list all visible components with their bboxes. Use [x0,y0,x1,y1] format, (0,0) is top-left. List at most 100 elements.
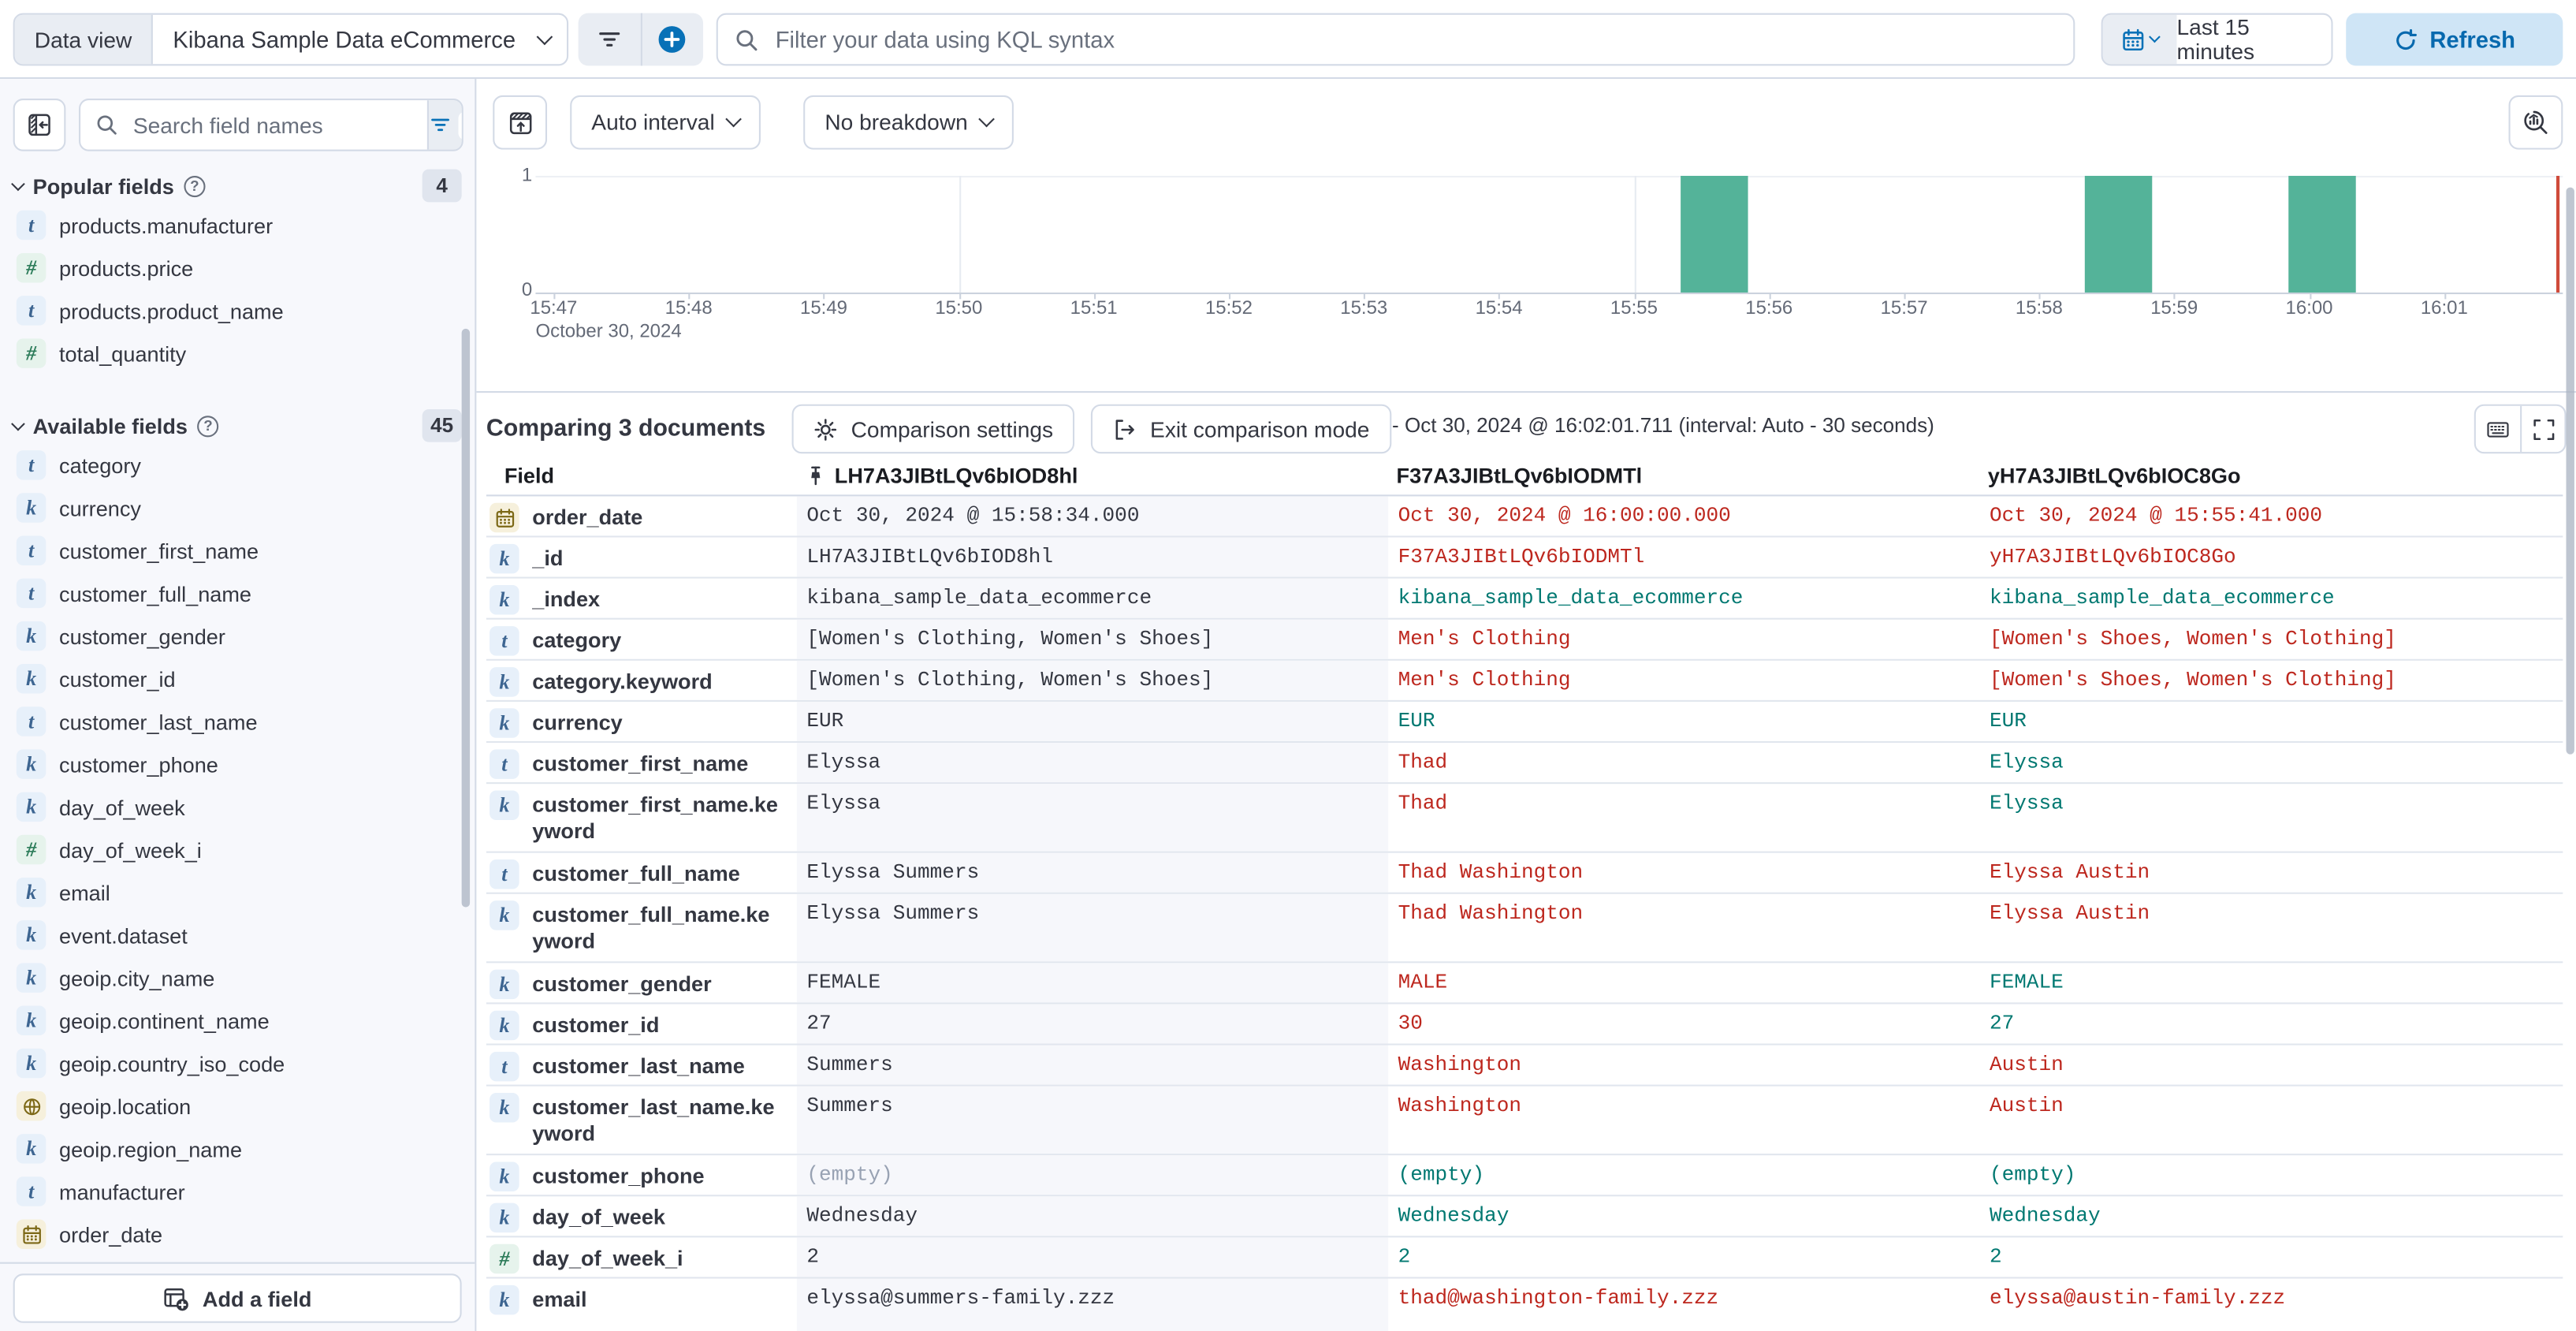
fullscreen-button[interactable] [2520,405,2564,453]
sidebar-field-customer_first_name[interactable]: t customer_first_name [0,529,475,572]
table-row: k customer_first_name.keyword Elyssa Thad El… [486,784,2563,853]
edit-visualization-button[interactable] [2508,95,2563,150]
comparison-table-header: Field LH7A3JIBtLQv6bIOD8hl F37A3JIBtLQv6… [486,464,2563,497]
keyboard-shortcuts-button[interactable] [2476,406,2520,452]
table-row: k customer_phone (empty) (empty) (empty) [486,1155,2563,1197]
field-cell: k customer_id [486,1004,797,1043]
sidebar-field-products.price[interactable]: # products.price [0,247,475,289]
field-cell: t customer_first_name [486,743,797,782]
divider [476,391,2576,393]
breakdown-label: No breakdown [825,110,968,135]
field-name: _index [532,587,601,612]
sidebar-field-customer_phone[interactable]: k customer_phone [0,743,475,785]
keyword-field-icon: k [490,708,519,738]
add-field-button[interactable]: Add a field [13,1273,462,1323]
field-cell: k customer_gender [486,963,797,1002]
histogram-bar[interactable] [2085,176,2153,293]
comparison-settings-button[interactable]: Comparison settings [791,404,1075,454]
comparison-settings-label: Comparison settings [851,416,1054,442]
sidebar-field-currency[interactable]: k currency [0,487,475,529]
help-icon: ? [197,415,219,437]
sidebar-field-manufacturer[interactable]: t manufacturer [0,1170,475,1213]
keyword-field-icon: k [490,584,519,615]
sidebar-field-category[interactable]: t category [0,444,475,487]
interval-dropdown[interactable]: Auto interval [570,95,761,150]
sidebar-field-total_quantity[interactable]: # total_quantity [0,332,475,375]
available-fields-header[interactable]: Available fields ? 45 [11,408,462,444]
sidebar-field-geoip.location[interactable]: geoip.location [0,1085,475,1128]
date-picker-calendar-button[interactable] [2102,14,2177,65]
field-name: customer_last_name [59,709,258,734]
exit-comparison-label: Exit comparison mode [1150,416,1370,442]
sidebar-field-geoip.city_name[interactable]: k geoip.city_name [0,956,475,999]
field-name: category.keyword [532,669,713,694]
value-cell: Oct 30, 2024 @ 16:00:00.000 [1398,504,1731,528]
field-cell: t category [486,620,797,659]
value-cell: elyssa@austin-family.zzz [1989,1286,2286,1310]
filter-funnel-icon [431,118,449,132]
sidebar-field-products.manufacturer[interactable]: t products.manufacturer [0,203,475,246]
sidebar-field-geoip.continent_name[interactable]: k geoip.continent_name [0,999,475,1042]
histogram-bar[interactable] [2288,176,2355,293]
value-cell: Summers [796,1045,1389,1085]
sidebar-field-order_date[interactable]: order_date [0,1213,475,1255]
add-filter-button[interactable] [639,13,703,66]
sidebar-field-geoip.region_name[interactable]: k geoip.region_name [0,1128,475,1170]
sidebar-field-day_of_week[interactable]: k day_of_week [0,785,475,828]
comparison-summary: Comparing 3 documents [486,416,766,442]
hide-chart-button[interactable] [493,95,548,150]
main-panel: Auto interval No breakdown 1 0 15:47 15:48 1… [476,79,2576,1331]
plus-circle-icon [659,26,686,53]
kql-search-input[interactable] [772,24,2057,54]
text-field-icon: t [16,450,47,480]
table-row: t category [Women's Clothing, Women's Shoe… [486,619,2563,661]
exit-comparison-button[interactable]: Exit comparison mode [1091,404,1391,454]
chevron-down-icon [11,177,25,192]
refresh-button[interactable]: Refresh [2346,13,2563,66]
field-name: customer_last_name [532,1053,745,1079]
x-axis-tick: 15:48 [664,299,713,319]
breakdown-dropdown[interactable]: No breakdown [803,95,1014,150]
histogram-chart[interactable]: 1 0 15:47 15:48 15:49 15:50 15:51 15:52 15:53 15:… [476,164,2576,345]
time-range-button[interactable]: Last 15 minutes [2177,15,2332,65]
table-scrollbar[interactable] [2566,187,2574,755]
sidebar-field-customer_id[interactable]: k customer_id [0,658,475,700]
interval-label: Auto interval [591,110,715,135]
field-name: geoip.city_name [59,965,215,990]
y-axis-tick: 1 [521,166,533,186]
field-name: customer_first_name.keyword [532,792,779,844]
sidebar-field-customer_last_name[interactable]: t customer_last_name [0,700,475,743]
value-cell: LH7A3JIBtLQv6bIOD8hl [796,537,1389,577]
value-cell: Austin [1989,1053,2064,1077]
sidebar-field-day_of_week_i[interactable]: # day_of_week_i [0,828,475,871]
field-name: geoip.continent_name [59,1008,270,1033]
value-cell: elyssa@summers-family.zzz [796,1278,1389,1331]
field-search-input[interactable] [129,110,427,140]
field-name: manufacturer [59,1179,185,1204]
value-cell: EUR [1989,710,2027,733]
field-name: _id [532,545,564,571]
x-gridline [1633,176,1636,293]
data-view-selector[interactable]: Kibana Sample Data eCommerce [153,15,567,65]
sidebar-field-geoip.country_iso_code[interactable]: k geoip.country_iso_code [0,1042,475,1084]
sidebar-field-customer_full_name[interactable]: t customer_full_name [0,572,475,614]
sidebar-field-products.product_name[interactable]: t products.product_name [0,289,475,332]
histogram-bar[interactable] [1680,176,1748,293]
sidebar-field-email[interactable]: k email [0,871,475,914]
keyword-field-icon: k [490,1010,519,1041]
sidebar-field-event.dataset[interactable]: k event.dataset [0,914,475,956]
sidebar-field-customer_gender[interactable]: k customer_gender [0,614,475,657]
filter-menu-button[interactable] [579,13,640,66]
field-filter-button[interactable]: 0 [426,100,462,150]
collapse-sidebar-button[interactable] [13,99,66,151]
sidebar-scrollbar[interactable] [461,328,471,908]
value-cell: Austin [1989,1094,2064,1118]
x-axis-tickmark [1633,292,1636,300]
field-name: customer_id [59,666,176,692]
field-name: geoip.region_name [59,1136,243,1161]
popular-fields-header[interactable]: Popular fields ? 4 [11,168,462,204]
globe-icon [23,1098,40,1115]
pin-icon [811,466,821,486]
field-name: order_date [59,1221,163,1247]
field-name: email [59,880,110,905]
